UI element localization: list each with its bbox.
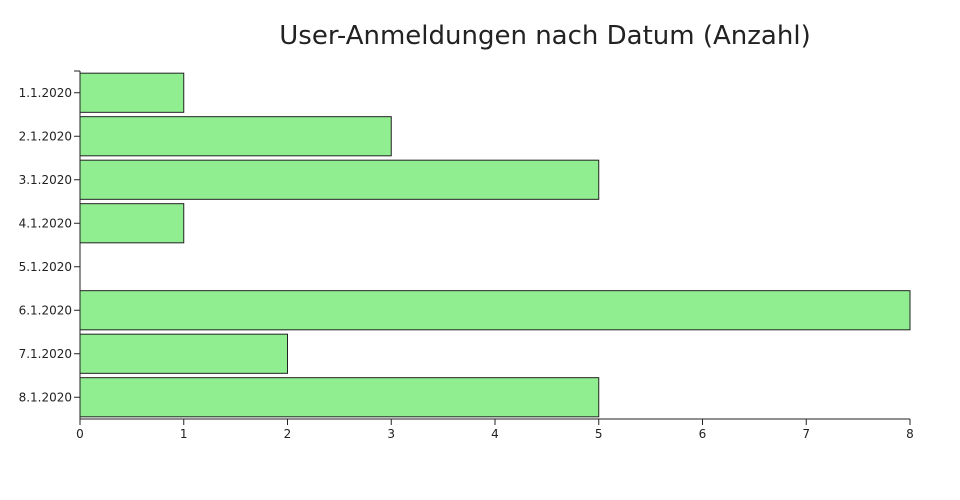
bar-4.1.2020 (79, 203, 185, 244)
x-tick-label: 7 (802, 427, 810, 441)
y-tick-label: 7.1.2020 (19, 347, 72, 361)
x-tick-label: 2 (284, 427, 292, 441)
bar-8.1.2020 (79, 377, 600, 418)
chart-title: User-Anmeldungen nach Datum (Anzahl) (279, 21, 810, 51)
bar-2.1.2020 (79, 116, 392, 157)
x-tick-label: 5 (595, 427, 603, 441)
y-tick-label: 2.1.2020 (19, 129, 72, 143)
y-tick-label: 4.1.2020 (19, 216, 72, 230)
bar-3.1.2020 (79, 159, 600, 200)
x-tick-label: 4 (491, 427, 499, 441)
x-tick-label: 8 (906, 427, 914, 441)
y-axis: 1.1.2020 2.1.2020 3.1.2020 4.1.2020 5.1.2020… (19, 70, 81, 419)
x-tick-label: 3 (387, 427, 395, 441)
bar-6.1.2020 (79, 290, 911, 331)
y-tick-label: 6.1.2020 (19, 303, 72, 317)
y-tick-label: 1.1.2020 (19, 86, 72, 100)
x-tick-label: 1 (180, 427, 188, 441)
x-tick-label: 0 (76, 427, 84, 441)
y-tick-label: 5.1.2020 (19, 260, 72, 274)
y-tick-label: 3.1.2020 (19, 173, 72, 187)
y-tick-label: 8.1.2020 (19, 390, 72, 404)
bars-group (79, 72, 911, 418)
x-axis: 0 1 2 3 4 5 6 7 8 (76, 418, 914, 441)
bar-7.1.2020 (79, 333, 288, 374)
x-tick-label: 6 (699, 427, 707, 441)
bar-1.1.2020 (79, 72, 185, 113)
